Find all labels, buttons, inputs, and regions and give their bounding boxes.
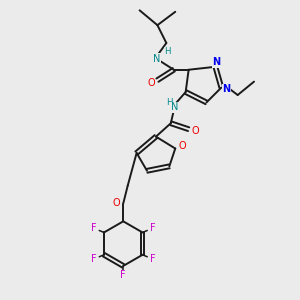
Text: F: F bbox=[91, 223, 96, 233]
Text: F: F bbox=[150, 223, 156, 233]
Text: N: N bbox=[212, 57, 220, 67]
Text: N: N bbox=[171, 103, 178, 112]
Text: O: O bbox=[147, 77, 155, 88]
Text: N: N bbox=[153, 54, 160, 64]
Text: O: O bbox=[191, 126, 199, 136]
Text: O: O bbox=[112, 199, 120, 208]
Text: O: O bbox=[179, 140, 187, 151]
Text: F: F bbox=[120, 270, 126, 280]
Text: H: H bbox=[165, 47, 171, 56]
Text: N: N bbox=[223, 84, 231, 94]
Text: F: F bbox=[91, 254, 96, 264]
Text: H: H bbox=[166, 98, 172, 107]
Text: F: F bbox=[150, 254, 156, 264]
